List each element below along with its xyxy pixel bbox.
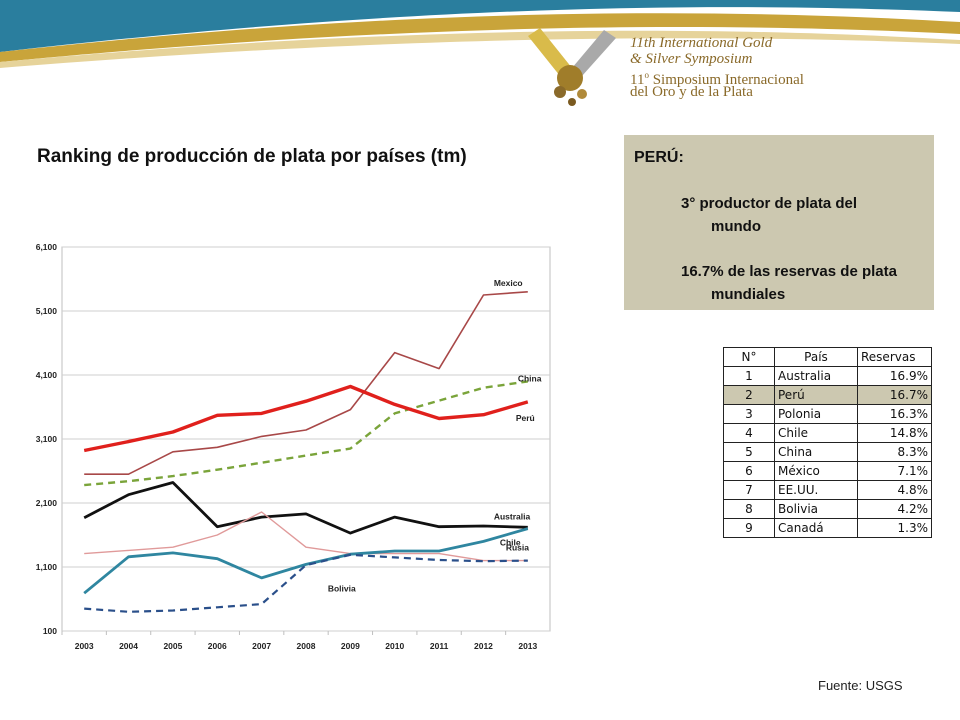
cell-number: 6 [723, 461, 775, 481]
series-line-china [84, 380, 528, 487]
cell-number: 1 [723, 366, 775, 386]
series-line-chile [83, 527, 529, 595]
cell-country: México [774, 461, 858, 481]
col-header-country: País [774, 347, 858, 367]
table-row: 3 Polonia 16.3% [723, 404, 932, 424]
logo-line-2: & Silver Symposium [630, 51, 753, 67]
cell-country: Bolivia [774, 499, 858, 519]
series-line-rusia [84, 511, 528, 562]
y-tick-label: 1,100 [36, 562, 58, 572]
series-label-rusia: Rusia [506, 543, 529, 553]
table-header-row: N° País Reservas [723, 347, 932, 367]
table-row: 5 China 8.3% [723, 442, 932, 462]
series-label-bolivia: Bolivia [328, 584, 356, 594]
cell-reserves: 16.9% [857, 366, 932, 386]
symposium-logo-icon [528, 28, 616, 106]
y-tick-label: 3,100 [36, 434, 58, 444]
cell-number: 7 [723, 480, 775, 500]
x-tick-label: 2009 [341, 641, 360, 651]
cell-number: 4 [723, 423, 775, 443]
logo-line-3: 11o Simposium Internacional [630, 70, 804, 88]
silver-bar-right [572, 30, 616, 76]
nugget-center [557, 65, 583, 91]
x-tick-label: 2004 [119, 641, 138, 651]
cell-number: 2 [723, 385, 775, 405]
cell-number: 3 [723, 404, 775, 424]
table-row: 7 EE.UU. 4.8% [723, 480, 932, 500]
col-header-reserves: Reservas [857, 347, 932, 367]
banner-teal-swoosh [0, 0, 960, 52]
table-row-highlighted: 2 Perú 16.7% [723, 385, 932, 405]
reserves-table: N° País Reservas 1 Australia 16.9% 2 Perú 16… [723, 347, 932, 538]
cell-reserves: 16.7% [857, 385, 932, 405]
series-line-australia [83, 481, 528, 535]
source-note: Fuente: USGS [818, 678, 903, 693]
cell-reserves: 7.1% [857, 461, 932, 481]
series-line-per [83, 384, 529, 453]
cell-reserves: 16.3% [857, 404, 932, 424]
cell-reserves: 4.8% [857, 480, 932, 500]
table-row: 1 Australia 16.9% [723, 366, 932, 386]
banner-lightgold-swoosh [0, 30, 960, 68]
header-banner [0, 0, 960, 68]
col-header-number: N° [723, 347, 775, 367]
silver-production-chart: 6,100 5,100 4,100 3,100 2,100 1,100 100 2003 200… [36, 242, 551, 651]
series-line-bolivia [84, 553, 528, 613]
cell-reserves: 1.3% [857, 518, 932, 538]
banner-gold-swoosh [0, 13, 960, 62]
x-tick-label: 2007 [252, 641, 271, 651]
x-tick-label: 2006 [208, 641, 227, 651]
cell-number: 5 [723, 442, 775, 462]
cell-reserves: 4.2% [857, 499, 932, 519]
cell-country: EE.UU. [774, 480, 858, 500]
info-item-producer: 3° productor de plata del mundo [681, 195, 858, 235]
table-row: 8 Bolivia 4.2% [723, 499, 932, 519]
x-tick-label: 2013 [518, 641, 537, 651]
x-tick-label: 2008 [297, 641, 316, 651]
cell-country: Polonia [774, 404, 858, 424]
info-heading: PERÚ: [634, 149, 684, 166]
cell-country: Canadá [774, 518, 858, 538]
logo-line-1: 11th International Gold [630, 35, 773, 51]
cell-number: 8 [723, 499, 775, 519]
table-row: 9 Canadá 1.3% [723, 518, 932, 538]
x-tick-label: 2011 [430, 641, 449, 651]
cell-country: China [774, 442, 858, 462]
info-item-reserves: 16.7% de las reservas de plata mundiales [681, 263, 897, 303]
series-label-chile: Chile [500, 538, 521, 548]
chart-title: Ranking de producción de plata por paíse… [37, 146, 467, 167]
table-row: 4 Chile 14.8% [723, 423, 932, 443]
logo-line-4: del Oro y de la Plata [630, 84, 753, 100]
y-tick-label: 5,100 [36, 306, 58, 316]
series-line-mexico [84, 291, 528, 475]
peru-info-box: PERÚ: 3° productor de plata del mundo 16… [624, 135, 934, 310]
cell-country: Perú [774, 385, 858, 405]
series-label-china: China [518, 373, 542, 383]
y-tick-label: 6,100 [36, 242, 58, 252]
series-label-australia: Australia [494, 511, 531, 521]
x-tick-label: 2012 [474, 641, 493, 651]
gold-bar-left [528, 28, 572, 76]
cell-country: Chile [774, 423, 858, 443]
series-label-mexico: Mexico [494, 278, 523, 288]
x-tick-label: 2005 [163, 641, 182, 651]
x-tick-label: 2003 [75, 641, 94, 651]
y-tick-label: 100 [43, 626, 57, 636]
table-row: 6 México 7.1% [723, 461, 932, 481]
cell-reserves: 14.8% [857, 423, 932, 443]
x-tick-label: 2010 [385, 641, 404, 651]
y-tick-label: 4,100 [36, 370, 58, 380]
cell-number: 9 [723, 518, 775, 538]
cell-country: Australia [774, 366, 858, 386]
series-label-per: Perú [516, 413, 535, 423]
y-tick-label: 2,100 [36, 498, 58, 508]
cell-reserves: 8.3% [857, 442, 932, 462]
